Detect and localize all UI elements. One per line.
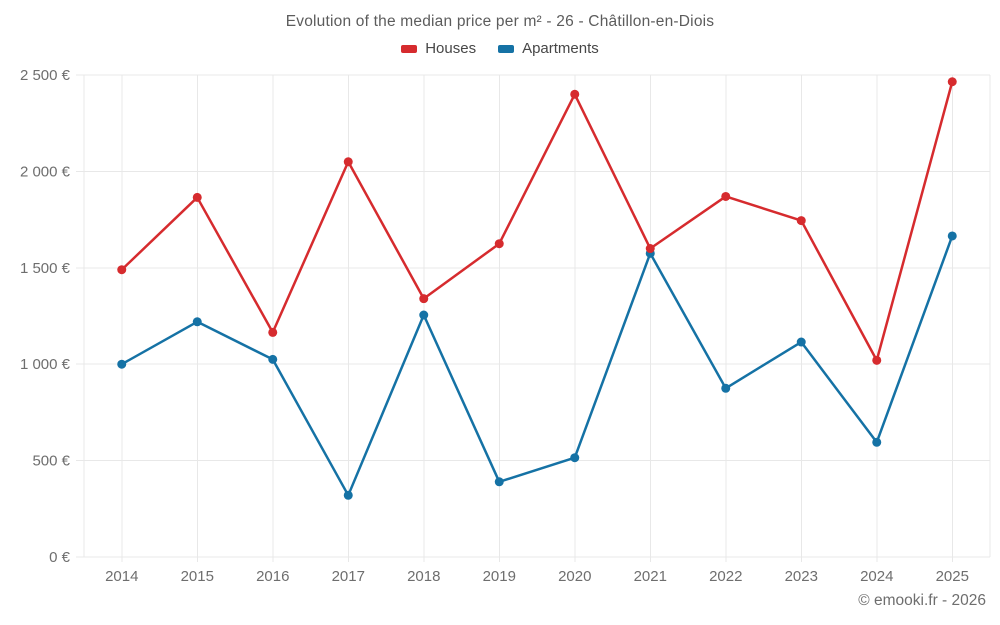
y-axis-label: 500 € [32,453,70,470]
x-axis-label: 2020 [558,568,591,585]
legend: Houses Apartments [0,40,1000,57]
data-point-apartments[interactable] [117,359,127,369]
data-point-apartments[interactable] [721,383,731,393]
x-axis-label: 2016 [256,568,289,585]
data-point-houses[interactable] [494,239,504,249]
data-point-houses[interactable] [268,327,278,337]
x-axis-label: 2018 [407,568,440,585]
data-point-houses[interactable] [419,294,429,304]
chart-title: Evolution of the median price per m² - 2… [285,13,715,30]
y-axis-label: 2 500 € [20,67,71,84]
x-axis-label: 2024 [860,568,893,585]
data-point-apartments[interactable] [494,477,504,487]
data-point-houses[interactable] [947,77,957,87]
copyright: © emooki.fr - 2026 [858,592,986,609]
data-point-apartments[interactable] [343,490,353,500]
legend-item-apartments[interactable]: Apartments [498,40,599,57]
data-point-houses[interactable] [570,89,580,99]
data-point-houses[interactable] [343,157,353,167]
data-point-houses[interactable] [192,192,202,202]
data-point-houses[interactable] [872,355,882,365]
x-axis-label: 2025 [936,568,969,585]
data-point-houses[interactable] [117,265,127,275]
x-axis-label: 2015 [181,568,214,585]
houses-legend-marker [401,44,418,53]
series-line-apartments [120,234,954,497]
legend-label-houses: Houses [425,40,477,57]
data-point-apartments[interactable] [872,437,882,447]
x-axis-label: 2022 [709,568,742,585]
x-axis-label: 2023 [785,568,818,585]
data-point-apartments[interactable] [570,453,580,463]
x-axis-label: 2021 [634,568,667,585]
series-line-houses [120,80,954,362]
x-axis-label: 2019 [483,568,516,585]
data-point-apartments[interactable] [268,354,278,364]
data-point-apartments[interactable] [419,310,429,320]
data-point-apartments[interactable] [947,231,957,241]
data-point-houses[interactable] [796,216,806,226]
x-axis-label: 2017 [332,568,365,585]
data-point-apartments[interactable] [192,317,202,327]
legend-item-houses[interactable]: Houses [401,40,476,57]
y-axis-label: 1 000 € [20,356,71,373]
y-axis-label: 2 000 € [20,163,71,180]
data-point-apartments[interactable] [796,337,806,347]
y-axis-label: 1 500 € [20,260,71,277]
x-axis-label: 2014 [105,568,138,585]
legend-label-apartments: Apartments [522,40,599,57]
data-point-houses[interactable] [645,244,655,254]
data-point-houses[interactable] [721,191,731,201]
apartments-legend-marker [498,44,515,53]
y-axis-label: 0 € [49,549,71,566]
